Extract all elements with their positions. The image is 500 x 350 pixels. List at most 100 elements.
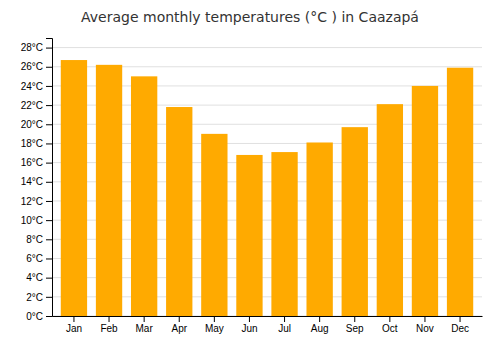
tick: 6°C xyxy=(26,253,52,264)
tick-mark xyxy=(46,105,52,106)
tick-label: 12°C xyxy=(21,196,43,207)
tick-label: 16°C xyxy=(21,157,43,168)
tick-label: 10°C xyxy=(21,215,43,226)
tick: 24°C xyxy=(21,81,52,92)
tick: 2°C xyxy=(26,292,52,303)
tick-mark xyxy=(109,316,110,322)
bar xyxy=(201,134,227,316)
tick: 22°C xyxy=(21,100,52,111)
tick: Apr xyxy=(171,316,187,334)
tick: Mar xyxy=(136,316,154,334)
bar xyxy=(61,60,87,316)
bar xyxy=(166,107,192,316)
tick-label: 24°C xyxy=(21,81,43,92)
plot: 0°C 2°C 4°C 6°C 8°C 10°C 12°C 14°C 16°C 18°C 20°C 2… xyxy=(21,39,483,335)
tick: 0°C xyxy=(26,311,52,322)
tick-mark xyxy=(46,86,52,87)
bar xyxy=(271,152,297,316)
bar xyxy=(131,76,157,316)
tick: 28°C xyxy=(21,42,52,53)
tick-mark xyxy=(46,278,52,279)
axis-domain xyxy=(53,316,483,317)
x-axis: Jan Feb Mar Apr May Jun Jul Aug Sep Oct Nov Dec xyxy=(53,316,483,334)
tick: Jan xyxy=(66,316,82,334)
tick-label: 22°C xyxy=(21,100,43,111)
tick-mark xyxy=(46,124,52,125)
tick-label: 18°C xyxy=(21,138,43,149)
tick-mark xyxy=(46,163,52,164)
tick-mark xyxy=(319,316,320,322)
tick-mark xyxy=(214,316,215,322)
bars xyxy=(61,60,473,316)
tick-mark xyxy=(46,67,52,68)
tick-mark xyxy=(46,297,52,298)
tick-mark xyxy=(424,316,425,322)
chart-svg: 0°C 2°C 4°C 6°C 8°C 10°C 12°C 14°C 16°C 18°C 20°C 2… xyxy=(0,0,500,350)
y-axis: 0°C 2°C 4°C 6°C 8°C 10°C 12°C 14°C 16°C 18°C 20°C 2… xyxy=(21,39,53,322)
tick: 8°C xyxy=(26,234,52,245)
tick-mark xyxy=(46,143,52,144)
tick: 10°C xyxy=(21,215,52,226)
tick-label: 6°C xyxy=(26,253,43,264)
tick-label: May xyxy=(205,323,224,334)
tick: Sep xyxy=(346,316,364,334)
tick-mark xyxy=(389,316,390,322)
tick-label: Sep xyxy=(346,323,364,334)
tick-label: Jan xyxy=(66,323,82,334)
tick: Dec xyxy=(451,316,469,334)
bar xyxy=(96,65,122,316)
tick-mark xyxy=(284,316,285,322)
title: Average monthly temperatures (°C ) in Ca… xyxy=(81,9,419,25)
tick-label: 28°C xyxy=(21,42,43,53)
tick: Feb xyxy=(100,316,118,334)
bar xyxy=(447,68,473,316)
tick: 16°C xyxy=(21,157,52,168)
tick-label: Oct xyxy=(382,323,398,334)
tick-mark xyxy=(46,48,52,49)
tick: 12°C xyxy=(21,196,52,207)
tick: 18°C xyxy=(21,138,52,149)
tick-label: 26°C xyxy=(21,61,43,72)
tick-label: 14°C xyxy=(21,176,43,187)
tick-label: Jul xyxy=(278,323,291,334)
tick-mark xyxy=(354,316,355,322)
tick: Jun xyxy=(241,316,257,334)
tick-mark xyxy=(46,239,52,240)
tick: May xyxy=(205,316,224,334)
tick-label: 20°C xyxy=(21,119,43,130)
tick: 4°C xyxy=(26,272,52,283)
bar xyxy=(306,142,332,316)
tick-label: Nov xyxy=(416,323,434,334)
bar xyxy=(377,104,403,316)
tick: Oct xyxy=(382,316,398,334)
tick-label: Dec xyxy=(451,323,469,334)
tick-mark xyxy=(46,316,52,317)
tick-label: Jun xyxy=(241,323,257,334)
grid xyxy=(52,48,482,316)
bar xyxy=(342,127,368,316)
tick-mark xyxy=(46,201,52,202)
bar xyxy=(236,155,262,316)
tick-mark xyxy=(46,182,52,183)
tick: 20°C xyxy=(21,119,52,130)
tick-mark xyxy=(249,316,250,322)
axis-domain xyxy=(46,39,53,317)
tick-label: Feb xyxy=(100,323,118,334)
tick-mark xyxy=(73,316,74,322)
tick: 14°C xyxy=(21,176,52,187)
tick: Jul xyxy=(278,316,291,334)
tick-label: 8°C xyxy=(26,234,43,245)
tick-mark xyxy=(144,316,145,322)
grid-line xyxy=(52,47,482,48)
tick-mark xyxy=(46,258,52,259)
tick: 26°C xyxy=(21,61,52,72)
tick-label: Mar xyxy=(136,323,154,334)
tick: Nov xyxy=(416,316,434,334)
tick-label: Aug xyxy=(311,323,329,334)
tick: Aug xyxy=(311,316,329,334)
tick-mark xyxy=(46,220,52,221)
tick-label: 4°C xyxy=(26,272,43,283)
tick-label: Apr xyxy=(171,323,187,334)
chart-container: 0°C 2°C 4°C 6°C 8°C 10°C 12°C 14°C 16°C 18°C 20°C 2… xyxy=(0,0,500,350)
tick-label: 2°C xyxy=(26,292,43,303)
